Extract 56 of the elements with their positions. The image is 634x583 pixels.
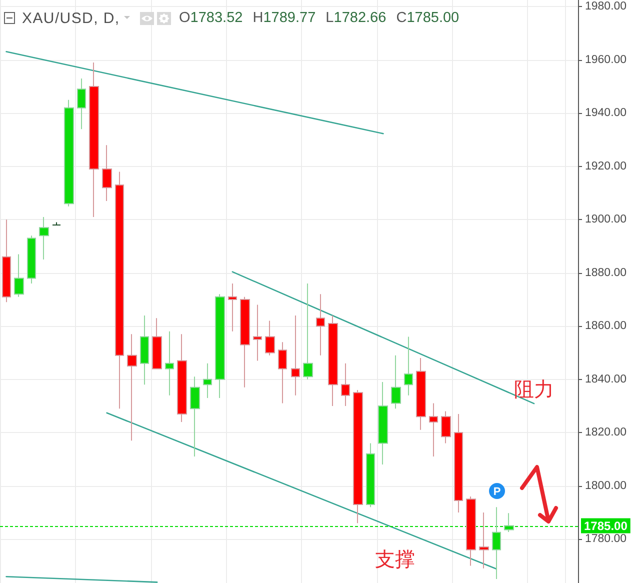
candlestick: [353, 390, 363, 524]
y-tick-label: 1880.00: [585, 266, 627, 279]
y-tick-label: 1940.00: [585, 107, 627, 120]
y-tick-label: 1980.00: [585, 0, 627, 13]
candlestick: [52, 222, 61, 226]
candlestick: [102, 144, 112, 202]
candlestick: [127, 334, 137, 442]
candlestick: [152, 318, 162, 370]
candlestick: [366, 442, 375, 508]
candlestick: [27, 235, 36, 284]
y-tick-label: 1920.00: [585, 160, 627, 172]
y-tick-label: 1900.00: [585, 214, 627, 226]
candlestick: [303, 283, 313, 380]
candlestick: [253, 304, 262, 362]
annotation: 支撑: [375, 549, 415, 571]
candlestick: [240, 296, 250, 388]
candlestick: [39, 216, 49, 260]
y-tick-label: 1960.00: [585, 54, 627, 66]
candlestick: [177, 334, 187, 422]
y-tick-label: 1860.00: [585, 320, 627, 332]
ref-line-label: 1785.00: [584, 518, 628, 533]
y-tick-label: 1840.00: [585, 373, 627, 386]
y-tick-label: 1780.00: [585, 533, 627, 546]
candlestick: [441, 410, 451, 444]
candlestick: [203, 362, 212, 398]
candlestick: [378, 382, 388, 466]
candlestick: [291, 314, 300, 396]
candlestick: [215, 294, 225, 398]
y-tick-label: 1800.00: [585, 480, 627, 492]
candlestick: [466, 496, 476, 566]
candlestick: [77, 78, 86, 130]
candlestick: [429, 402, 438, 458]
candlestick: [265, 320, 275, 356]
text: O1783.52 H1789.77 L1782.66 C1785.00: [179, 10, 460, 26]
y-tick-label: 1820.00: [585, 426, 627, 439]
candlestick: [140, 314, 149, 386]
annotation: 阻力: [514, 379, 554, 401]
candlestick: [14, 254, 24, 298]
candlestick: [64, 99, 74, 207]
candlestick: [115, 171, 124, 410]
candlestick: [190, 376, 200, 458]
candlestick: [316, 294, 325, 356]
candlestick: [2, 219, 11, 303]
candlestick: [341, 362, 350, 406]
candlestick: [89, 62, 99, 218]
candlestick: [228, 283, 237, 332]
candlestick: [391, 354, 401, 410]
candlestick: [328, 314, 338, 406]
candlestick: [404, 336, 413, 396]
text: XAU/USD, D,: [22, 10, 120, 27]
candlestick: [165, 330, 174, 396]
candlestick: [454, 413, 463, 513]
candlestick: [278, 342, 287, 404]
candlestick: [416, 358, 426, 430]
annotation: P: [493, 486, 501, 498]
candlestick: [479, 512, 489, 569]
